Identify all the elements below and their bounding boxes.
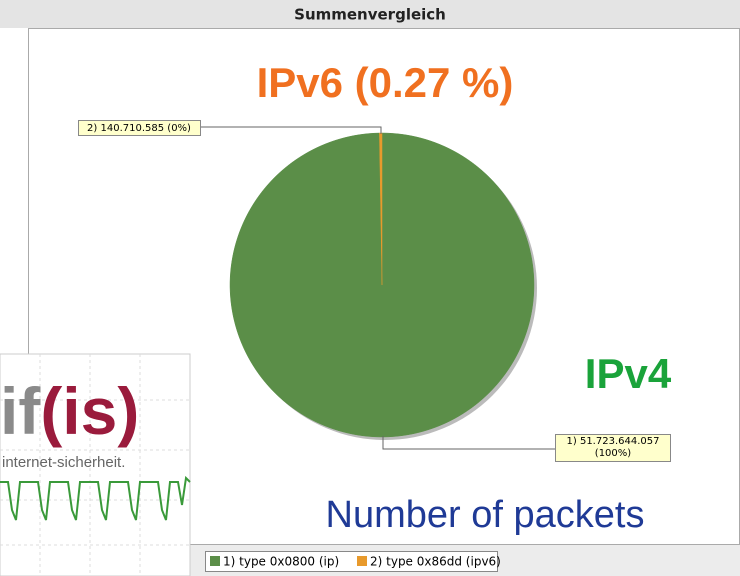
value-label: 2) 140.710.585 (0%) xyxy=(87,123,191,134)
value-label-wrap: 1) 51.723.644.057 (100%) xyxy=(566,436,660,459)
logo-panel xyxy=(0,353,191,576)
value-label-box xyxy=(78,120,201,136)
chart-title: Summenvergleich xyxy=(294,6,446,24)
legend-label: 2) type 0x86dd (ipv6) xyxy=(370,555,501,569)
legend-swatch xyxy=(210,556,220,566)
annotation: Number of packets xyxy=(326,494,645,536)
leader-line xyxy=(382,436,555,450)
value-label-box xyxy=(555,434,671,462)
legend-label: 1) type 0x0800 (ip) xyxy=(223,555,339,569)
legend-box xyxy=(205,551,498,572)
pie xyxy=(229,132,537,440)
annotation: IPv6 (0.27 %) xyxy=(257,59,514,106)
annotation: IPv4 xyxy=(585,350,672,397)
logo-wave xyxy=(0,475,191,521)
legend-swatch xyxy=(357,556,367,566)
logo-tagline: internet-sicherheit. xyxy=(2,454,125,471)
logo-mark: if(is) xyxy=(0,374,139,448)
title-bar xyxy=(0,0,740,28)
logo: if(is) internet-sicherheit. xyxy=(0,353,191,576)
leader-line xyxy=(200,126,382,134)
value-label: 1) 51.723.644.057 (100%) xyxy=(566,436,660,459)
